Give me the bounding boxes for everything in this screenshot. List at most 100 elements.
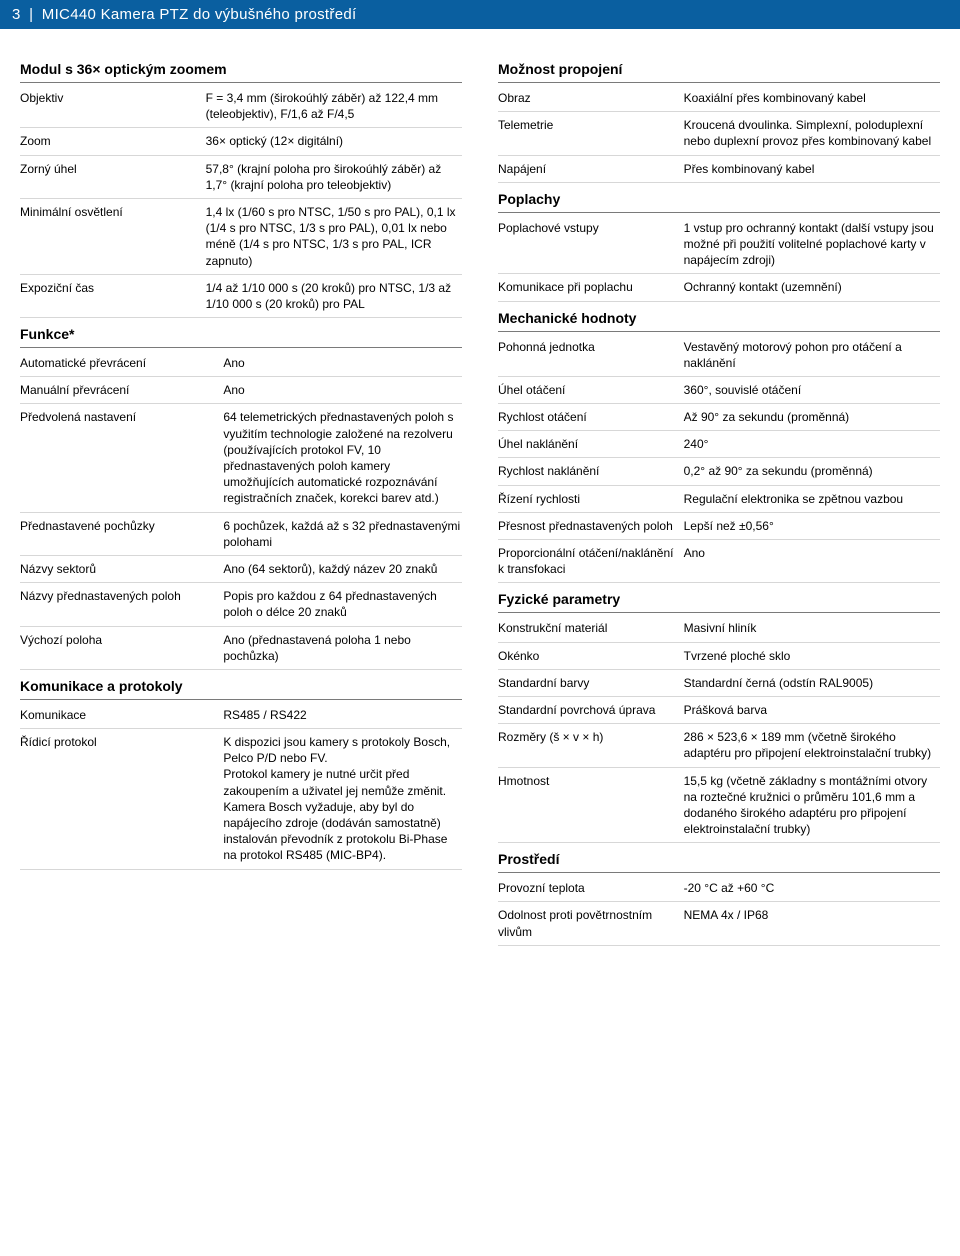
table-row: Poplachové vstupy1 vstup pro ochranný ko… — [498, 215, 940, 275]
right-column: Možnost propojení ObrazKoaxiální přes ko… — [498, 53, 940, 946]
spec-value: Regulační elektronika se zpětnou vazbou — [684, 491, 940, 507]
spec-value: 6 pochůzek, každá až s 32 přednastaveným… — [223, 518, 462, 550]
section-title-alarms: Poplachy — [498, 183, 940, 213]
page-title: MIC440 Kamera PTZ do výbušného prostředí — [42, 6, 357, 23]
table-row: ObrazKoaxiální přes kombinovaný kabel — [498, 85, 940, 112]
spec-value: RS485 / RS422 — [223, 707, 462, 723]
spec-value: Koaxiální přes kombinovaný kabel — [684, 90, 940, 106]
table-row: Hmotnost15,5 kg (včetně základny s montá… — [498, 768, 940, 844]
spec-key: Manuální převrácení — [20, 382, 223, 398]
table-row: NapájeníPřes kombinovaný kabel — [498, 156, 940, 183]
spec-value: Masivní hliník — [684, 620, 940, 636]
spec-value: Tvrzené ploché sklo — [684, 648, 940, 664]
spec-value: 1 vstup pro ochranný kontakt (další vstu… — [684, 220, 940, 269]
section-title-mechanical: Mechanické hodnoty — [498, 302, 940, 332]
spec-key: Rychlost otáčení — [498, 409, 684, 425]
spec-value: Ano — [223, 355, 462, 371]
spec-key: Objektiv — [20, 90, 206, 122]
spec-key: Zoom — [20, 133, 206, 149]
spec-value: 286 × 523,6 × 189 mm (včetně širokého ad… — [684, 729, 940, 761]
table-row: Předvolená nastavení64 telemetrických př… — [20, 404, 462, 512]
spec-value: F = 3,4 mm (širokoúhlý záběr) až 122,4 m… — [206, 90, 462, 122]
spec-value: Kroucená dvoulinka. Simplexní, poloduple… — [684, 117, 940, 149]
spec-value: Až 90° za sekundu (proměnná) — [684, 409, 940, 425]
spec-value: 1,4 lx (1/60 s pro NTSC, 1/50 s pro PAL)… — [206, 204, 462, 269]
spec-key: Komunikace — [20, 707, 223, 723]
spec-key: Hmotnost — [498, 773, 684, 838]
spec-value: Prášková barva — [684, 702, 940, 718]
table-row: Expoziční čas1/4 až 1/10 000 s (20 kroků… — [20, 275, 462, 318]
spec-value: Ano (přednastavená poloha 1 nebo pochůzk… — [223, 632, 462, 664]
table-row: Řízení rychlostiRegulační elektronika se… — [498, 486, 940, 513]
section-title-zoom: Modul s 36× optickým zoomem — [20, 53, 462, 83]
table-connect: ObrazKoaxiální přes kombinovaný kabel Te… — [498, 85, 940, 183]
page-body: Modul s 36× optickým zoomem ObjektivF = … — [0, 29, 960, 974]
spec-key: Názvy přednastavených poloh — [20, 588, 223, 620]
table-mechanical: Pohonná jednotkaVestavěný motorový pohon… — [498, 334, 940, 584]
header-separator: | — [25, 6, 37, 23]
spec-key: Rychlost naklánění — [498, 463, 684, 479]
spec-key: Expoziční čas — [20, 280, 206, 312]
spec-key: Standardní barvy — [498, 675, 684, 691]
spec-key: Pohonná jednotka — [498, 339, 684, 371]
table-row: Rychlost naklánění0,2° až 90° za sekundu… — [498, 458, 940, 485]
table-row: Rozměry (š × v × h)286 × 523,6 × 189 mm … — [498, 724, 940, 767]
spec-value: 15,5 kg (včetně základny s montážními ot… — [684, 773, 940, 838]
table-row: Úhel otáčení360°, souvislé otáčení — [498, 377, 940, 404]
spec-key: Okénko — [498, 648, 684, 664]
spec-value: 36× optický (12× digitální) — [206, 133, 462, 149]
table-row: Standardní povrchová úpravaPrášková barv… — [498, 697, 940, 724]
table-row: Rychlost otáčeníAž 90° za sekundu (promě… — [498, 404, 940, 431]
spec-key: Názvy sektorů — [20, 561, 223, 577]
table-row: Manuální převráceníAno — [20, 377, 462, 404]
left-column: Modul s 36× optickým zoomem ObjektivF = … — [20, 53, 462, 946]
spec-key: Přednastavené pochůzky — [20, 518, 223, 550]
spec-key: Napájení — [498, 161, 684, 177]
spec-key: Odolnost proti povětrnostním vlivům — [498, 907, 684, 939]
spec-key: Přesnost přednastavených poloh — [498, 518, 684, 534]
spec-key: Automatické převrácení — [20, 355, 223, 371]
spec-key: Telemetrie — [498, 117, 684, 149]
spec-key: Řídicí protokol — [20, 734, 223, 864]
table-row: ObjektivF = 3,4 mm (širokoúhlý záběr) až… — [20, 85, 462, 128]
spec-key: Řízení rychlosti — [498, 491, 684, 507]
table-row: Komunikace při poplachuOchranný kontakt … — [498, 274, 940, 301]
spec-key: Proporcionální otáčení/naklánění k trans… — [498, 545, 684, 577]
table-row: Zorný úhel57,8° (krajní poloha pro širok… — [20, 156, 462, 199]
table-row: Minimální osvětlení1,4 lx (1/60 s pro NT… — [20, 199, 462, 275]
table-row: Odolnost proti povětrnostním vlivůmNEMA … — [498, 902, 940, 945]
table-row: Pohonná jednotkaVestavěný motorový pohon… — [498, 334, 940, 377]
table-zoom: ObjektivF = 3,4 mm (širokoúhlý záběr) až… — [20, 85, 462, 318]
table-row: Proporcionální otáčení/naklánění k trans… — [498, 540, 940, 583]
spec-key: Výchozí poloha — [20, 632, 223, 664]
table-row: OkénkoTvrzené ploché sklo — [498, 643, 940, 670]
table-functions: Automatické převráceníAno Manuální převr… — [20, 350, 462, 670]
table-alarms: Poplachové vstupy1 vstup pro ochranný ko… — [498, 215, 940, 302]
spec-key: Minimální osvětlení — [20, 204, 206, 269]
table-row: Provozní teplota-20 °C až +60 °C — [498, 875, 940, 902]
table-row: Úhel naklánění240° — [498, 431, 940, 458]
section-title-comm: Komunikace a protokoly — [20, 670, 462, 700]
spec-value: Ochranný kontakt (uzemnění) — [684, 279, 940, 295]
spec-value: 1/4 až 1/10 000 s (20 kroků) pro NTSC, 1… — [206, 280, 462, 312]
table-row: KomunikaceRS485 / RS422 — [20, 702, 462, 729]
spec-value: Ano (64 sektorů), každý název 20 znaků — [223, 561, 462, 577]
spec-key: Obraz — [498, 90, 684, 106]
spec-value: K dispozici jsou kamery s protokoly Bosc… — [223, 734, 462, 864]
table-row: Standardní barvyStandardní černá (odstín… — [498, 670, 940, 697]
spec-value: Ano — [684, 545, 940, 577]
spec-key: Komunikace při poplachu — [498, 279, 684, 295]
spec-key: Předvolená nastavení — [20, 409, 223, 506]
spec-value: Popis pro každou z 64 přednastavených po… — [223, 588, 462, 620]
page-header: 3 | MIC440 Kamera PTZ do výbušného prost… — [0, 0, 960, 29]
section-title-connect: Možnost propojení — [498, 53, 940, 83]
spec-value: 64 telemetrických přednastavených poloh … — [223, 409, 462, 506]
table-row: Výchozí polohaAno (přednastavená poloha … — [20, 627, 462, 670]
spec-value: Přes kombinovaný kabel — [684, 161, 940, 177]
spec-value: Standardní černá (odstín RAL9005) — [684, 675, 940, 691]
spec-key: Rozměry (š × v × h) — [498, 729, 684, 761]
table-environment: Provozní teplota-20 °C až +60 °C Odolnos… — [498, 875, 940, 946]
table-row: Názvy sektorůAno (64 sektorů), každý náz… — [20, 556, 462, 583]
page-number: 3 — [12, 6, 21, 23]
spec-key: Poplachové vstupy — [498, 220, 684, 269]
